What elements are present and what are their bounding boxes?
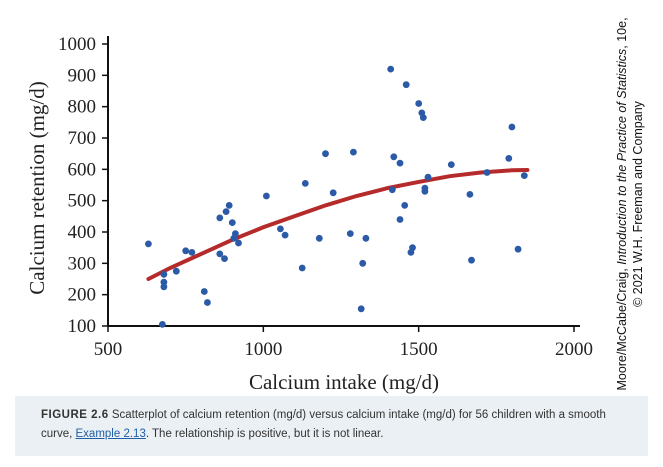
data-point	[159, 321, 166, 328]
y-tick-label: 1000	[58, 34, 96, 55]
x-tick-label: 500	[94, 339, 123, 360]
example-link[interactable]: Example 2.13	[75, 428, 146, 440]
y-tick-label: 500	[68, 191, 97, 212]
data-point	[301, 180, 309, 187]
data-point	[322, 150, 329, 158]
data-point	[182, 247, 190, 255]
data-point	[232, 230, 239, 238]
data-point	[390, 153, 398, 161]
data-point	[468, 256, 475, 264]
data-point	[216, 214, 224, 222]
x-axis-title: Calcium intake (mg/d)	[249, 370, 439, 394]
x-tick-label: 2000	[555, 339, 593, 360]
data-point	[505, 155, 513, 162]
data-point	[222, 208, 230, 216]
data-point	[424, 173, 432, 181]
x-tick-label: 1500	[400, 339, 438, 360]
data-point	[396, 216, 404, 223]
data-point	[520, 172, 528, 180]
credit-line: Moore/McCabe/Craig, Introduction to the …	[615, 17, 645, 390]
data-point	[447, 161, 455, 169]
data-point	[277, 225, 284, 233]
data-point	[329, 189, 337, 197]
caption-text-end: . The relationship is positive, but it i…	[145, 428, 384, 440]
smooth-curve	[146, 168, 530, 281]
data-point	[235, 239, 242, 247]
data-point	[228, 219, 236, 227]
data-point	[421, 184, 429, 192]
data-point	[508, 123, 516, 131]
data-point	[387, 65, 395, 73]
data-point	[419, 114, 427, 121]
data-point	[204, 299, 211, 306]
data-point	[160, 283, 168, 291]
data-point	[281, 231, 289, 239]
data-point	[172, 267, 180, 275]
svg-text:Moore/McCabe/Craig, Introducti: Moore/McCabe/Craig, Introduction to the …	[615, 17, 629, 390]
data-point	[200, 288, 208, 295]
data-point	[263, 192, 270, 200]
data-point	[466, 191, 474, 198]
figure-caption: FIGURE 2.6 Scatterplot of calcium retent…	[15, 396, 648, 456]
x-tick-label: 1000	[244, 339, 282, 360]
data-point	[483, 169, 491, 176]
chart-area: 100 200 300 400 500 600 700 800 900 1000 500 1000 15…	[25, 17, 645, 394]
data-point	[388, 186, 396, 194]
data-point	[160, 270, 168, 278]
data-point	[359, 259, 367, 267]
y-tick-label: 600	[68, 159, 97, 180]
data-point	[362, 234, 370, 242]
data-point	[346, 230, 354, 238]
data-point	[401, 202, 409, 209]
data-point	[357, 305, 365, 313]
data-point	[225, 202, 233, 209]
y-tick-label: 900	[68, 65, 97, 86]
data-point	[315, 234, 323, 242]
data-point	[221, 255, 228, 262]
data-point	[415, 100, 423, 107]
y-tick-label: 800	[68, 97, 97, 118]
data-point	[409, 244, 416, 252]
y-tick-label: 100	[68, 316, 97, 337]
y-tick-label: 200	[68, 285, 97, 306]
credit-line-1-end: , 10e,	[615, 17, 629, 48]
data-point	[188, 249, 196, 256]
data-point	[396, 159, 404, 167]
caption-text: Scatterplot of calcium retention (mg/d) …	[41, 409, 606, 440]
credit-line-2: © 2021 W.H. Freeman and Company	[631, 100, 645, 307]
data-point	[350, 148, 357, 156]
scatterplot: 100 200 300 400 500 600 700 800 900 1000 500 1000 15…	[25, 17, 645, 394]
data-point	[402, 81, 410, 89]
data-point	[145, 240, 152, 248]
credit-line-1-plain: Moore/McCabe/Craig,	[615, 265, 629, 391]
credit-line-1-title: Introduction to the Practice of Statisti…	[615, 49, 629, 265]
data-point	[514, 245, 522, 253]
figure-label: FIGURE 2.6	[41, 409, 109, 421]
data-point	[216, 250, 224, 258]
y-tick-label: 300	[68, 253, 97, 274]
y-tick-label: 700	[68, 128, 97, 149]
data-point	[160, 278, 168, 286]
y-tick-label: 400	[68, 222, 97, 243]
y-axis-title: Calcium retention (mg/d)	[25, 81, 49, 294]
data-point	[298, 264, 306, 272]
